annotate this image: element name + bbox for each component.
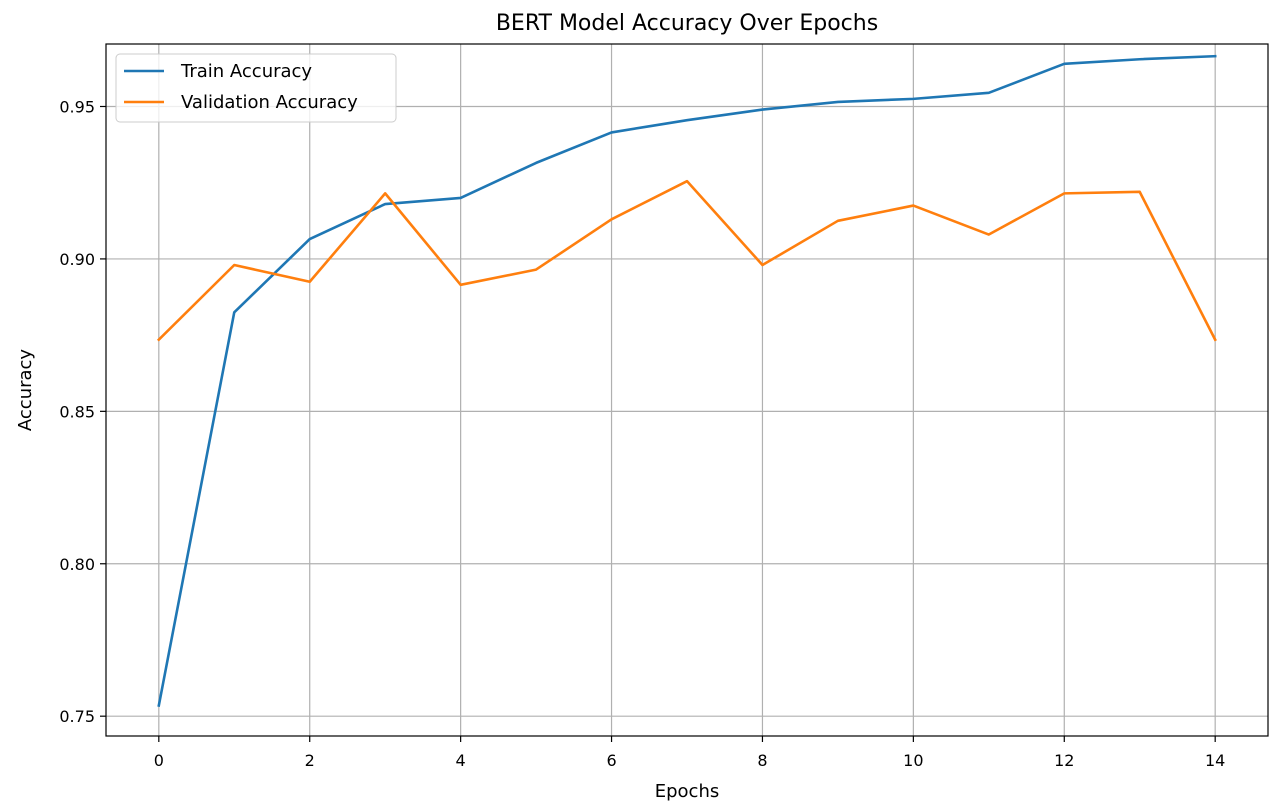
x-tick-label: 0 [154,751,164,770]
legend: Train Accuracy Validation Accuracy [115,53,397,123]
y-tick-label: 0.80 [59,555,95,574]
plot-area-frame [105,43,1269,737]
legend-label: Train Accuracy [180,61,312,82]
y-axis-label: Accuracy [15,349,36,432]
x-tick-label: 6 [606,751,616,770]
x-axis-label: Epochs [655,781,720,802]
x-tick-label: 8 [757,751,767,770]
x-tick-label: 10 [903,751,923,770]
legend-box [115,53,397,123]
x-tick-label: 14 [1205,751,1225,770]
x-tick-label: 4 [456,751,466,770]
x-tick-label: 2 [305,751,315,770]
series-line-validation-accuracy [156,179,1217,342]
axis-ticks: 0 2 4 6 8 10 12 14 0.75 0.80 0.85 0.90 0.95 [59,97,1225,770]
y-tick-label: 0.95 [59,97,95,116]
y-tick-label: 0.75 [59,707,95,726]
series-lines [156,54,1217,708]
y-tick-label: 0.90 [59,250,95,269]
y-tick-label: 0.85 [59,402,95,421]
grid [106,44,1268,736]
series-line-train-accuracy [157,54,1217,708]
x-tick-label: 12 [1054,751,1074,770]
legend-label: Validation Accuracy [181,92,358,113]
chart-title: BERT Model Accuracy Over Epochs [496,11,878,36]
